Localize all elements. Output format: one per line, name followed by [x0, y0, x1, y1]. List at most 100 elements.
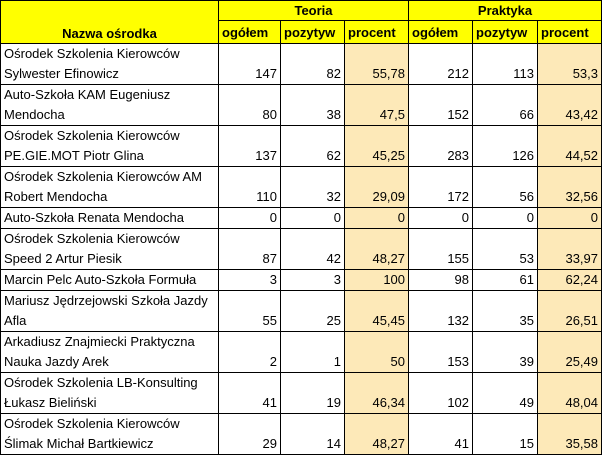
table-row: Ośrodek Szkolenia Kierowców AM Robert Men… — [0, 166, 602, 208]
center-name-cell: Ośrodek Szkolenia Kierowców Sylwester Efi… — [0, 43, 219, 85]
theory-percent-cell: 100 — [343, 269, 410, 291]
center-name-line: Ośrodek Szkolenia LB-Konsulting — [4, 375, 198, 390]
theory-total-cell: 29 — [218, 413, 281, 455]
theory-total-cell: 80 — [218, 84, 281, 126]
theory-positive-cell: 19 — [280, 372, 345, 414]
practice-positive-cell: 35 — [472, 290, 539, 332]
theory-total-cell: 3 — [218, 269, 281, 291]
center-name-cell: Auto-Szkoła Renata Mendocha — [0, 207, 219, 229]
theory-positive-cell: 38 — [280, 84, 345, 126]
theory-positive-cell: 42 — [280, 228, 345, 270]
center-name-line: Robert Mendocha — [4, 189, 108, 204]
practice-percent-cell: 35,58 — [537, 413, 602, 455]
table-row: Ośrodek Szkolenia LB-Konsulting Łukasz Bi… — [0, 372, 602, 414]
table-body: Ośrodek Szkolenia Kierowców Sylwester Efi… — [0, 43, 602, 455]
theory-total-cell: 147 — [218, 43, 281, 85]
center-name-line: Sylwester Efinowicz — [4, 66, 119, 81]
center-name-line: Arkadiusz Znajmiecki Praktyczna — [4, 334, 195, 349]
center-name-cell: Ośrodek Szkolenia Kierowców Speed 2 Artur… — [0, 228, 219, 270]
center-name-line: Marcin Pelc Auto-Szkoła Formuła — [4, 272, 197, 287]
center-name-line: Ośrodek Szkolenia Kierowców — [4, 231, 180, 246]
center-name-cell: Ośrodek Szkolenia Kierowców Ślimak Michał… — [0, 413, 219, 455]
theory-total-cell: 110 — [218, 166, 281, 208]
practice-positive-cell: 49 — [472, 372, 539, 414]
table-row: Auto-Szkoła KAM Eugeniusz Mendocha 80 38 47,… — [0, 84, 602, 126]
center-name-cell: Mariusz Jędrzejowski Szkoła Jazdy Afla — [0, 290, 219, 332]
center-name-line: Ośrodek Szkolenia Kierowców — [4, 128, 180, 143]
practice-total-cell: 98 — [408, 269, 474, 291]
center-name-line: Mariusz Jędrzejowski Szkoła Jazdy — [4, 293, 208, 308]
table-row: Ośrodek Szkolenia Kierowców Speed 2 Artur… — [0, 228, 602, 270]
theory-positive-cell: 82 — [280, 43, 345, 85]
center-name-line: Ośrodek Szkolenia Kierowców — [4, 46, 180, 61]
theory-percent-cell: 48,27 — [343, 413, 410, 455]
table-row: Arkadiusz Znajmiecki Praktyczna Nauka Jaz… — [0, 331, 602, 373]
center-name-line: Ślimak Michał Bartkiewicz — [4, 436, 154, 451]
table-row: Auto-Szkoła Renata Mendocha 0 0 0 0 0 0 — [0, 207, 602, 229]
header-name: Nazwa ośrodka — [0, 0, 219, 44]
practice-positive-cell: 53 — [472, 228, 539, 270]
center-name-line: Auto-Szkoła KAM Eugeniusz — [4, 87, 171, 102]
center-name-cell: Ośrodek Szkolenia LB-Konsulting Łukasz Bi… — [0, 372, 219, 414]
theory-percent-cell: 45,25 — [343, 125, 410, 167]
center-name-line: Mendocha — [4, 107, 65, 122]
center-name-cell: Ośrodek Szkolenia Kierowców AM Robert Men… — [0, 166, 219, 208]
theory-positive-cell: 3 — [280, 269, 345, 291]
table-row: Ośrodek Szkolenia Kierowców PE.GIE.MOT Pi… — [0, 125, 602, 167]
center-name-line: PE.GIE.MOT Piotr Glina — [4, 148, 144, 163]
practice-positive-cell: 0 — [472, 207, 539, 229]
practice-percent-cell: 33,97 — [537, 228, 602, 270]
practice-positive-cell: 56 — [472, 166, 539, 208]
header-practice-total: ogółem — [408, 20, 474, 44]
theory-total-cell: 55 — [218, 290, 281, 332]
theory-total-cell: 137 — [218, 125, 281, 167]
center-name-line: Nauka Jazdy Arek — [4, 354, 109, 369]
center-name-cell: Arkadiusz Znajmiecki Praktyczna Nauka Jaz… — [0, 331, 219, 373]
header-practice-percent: procent — [537, 20, 602, 44]
practice-percent-cell: 26,51 — [537, 290, 602, 332]
theory-positive-cell: 32 — [280, 166, 345, 208]
theory-total-cell: 87 — [218, 228, 281, 270]
theory-percent-cell: 29,09 — [343, 166, 410, 208]
theory-total-cell: 0 — [218, 207, 281, 229]
theory-percent-cell: 0 — [343, 207, 410, 229]
center-name-cell: Ośrodek Szkolenia Kierowców PE.GIE.MOT Pi… — [0, 125, 219, 167]
theory-total-cell: 2 — [218, 331, 281, 373]
theory-percent-cell: 55,78 — [343, 43, 410, 85]
practice-total-cell: 102 — [408, 372, 474, 414]
practice-percent-cell: 0 — [537, 207, 602, 229]
practice-total-cell: 0 — [408, 207, 474, 229]
practice-percent-cell: 43,42 — [537, 84, 602, 126]
practice-total-cell: 283 — [408, 125, 474, 167]
practice-positive-cell: 113 — [472, 43, 539, 85]
practice-percent-cell: 25,49 — [537, 331, 602, 373]
center-name-cell: Marcin Pelc Auto-Szkoła Formuła — [0, 269, 219, 291]
theory-positive-cell: 0 — [280, 207, 345, 229]
theory-positive-cell: 62 — [280, 125, 345, 167]
table-row: Marcin Pelc Auto-Szkoła Formuła 3 3 100 98 61… — [0, 269, 602, 291]
theory-percent-cell: 50 — [343, 331, 410, 373]
practice-total-cell: 152 — [408, 84, 474, 126]
practice-percent-cell: 44,52 — [537, 125, 602, 167]
header-theory: Teoria — [217, 0, 410, 21]
practice-total-cell: 132 — [408, 290, 474, 332]
theory-percent-cell: 45,45 — [343, 290, 410, 332]
practice-total-cell: 153 — [408, 331, 474, 373]
center-name-line: Afla — [4, 313, 27, 328]
practice-percent-cell: 48,04 — [537, 372, 602, 414]
practice-positive-cell: 126 — [472, 125, 539, 167]
practice-percent-cell: 62,24 — [537, 269, 602, 291]
theory-positive-cell: 14 — [280, 413, 345, 455]
center-name-line: Ośrodek Szkolenia Kierowców AM — [4, 169, 202, 184]
center-name-line: Auto-Szkoła Renata Mendocha — [4, 210, 184, 225]
practice-percent-cell: 53,3 — [537, 43, 602, 85]
theory-total-cell: 41 — [218, 372, 281, 414]
header-theory-total: ogółem — [218, 20, 281, 44]
center-name-line: Speed 2 Artur Piesik — [4, 251, 122, 266]
table-row: Ośrodek Szkolenia Kierowców Sylwester Efi… — [0, 43, 602, 85]
practice-percent-cell: 32,56 — [537, 166, 602, 208]
header-theory-percent: procent — [343, 20, 410, 44]
header-practice-positive: pozytyw — [472, 20, 539, 44]
practice-positive-cell: 15 — [472, 413, 539, 455]
